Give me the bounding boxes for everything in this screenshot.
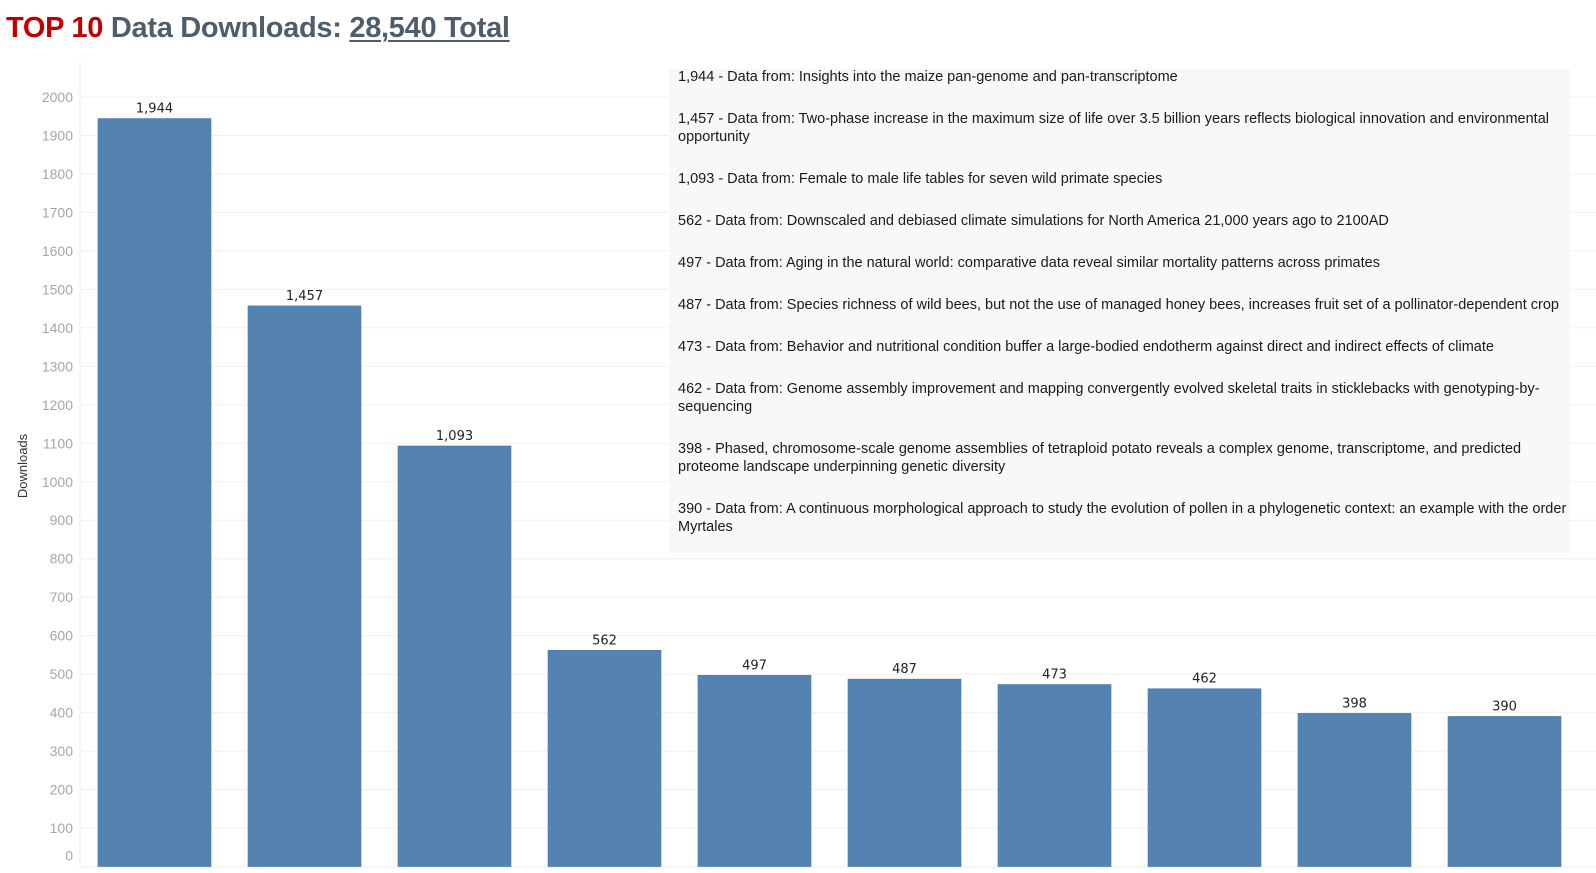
bars [97, 118, 1562, 867]
data-label-8: 462 [1192, 672, 1217, 687]
y-tick-label: 200 [50, 782, 74, 798]
note-item: 1,093 - Data from: Female to male life t… [678, 171, 1163, 187]
data-label-6: 487 [892, 662, 917, 677]
bar-4[interactable] [547, 649, 662, 867]
y-tick-label: 1000 [42, 474, 73, 490]
y-tick-label: 0 [65, 848, 73, 864]
y-tick-label: 1400 [42, 320, 73, 336]
data-label-2: 1,457 [286, 289, 323, 304]
note-item: 1,457 - Data from: Two-phase increase in… [678, 111, 1549, 145]
data-label-10: 390 [1492, 699, 1517, 714]
bar-10[interactable] [1447, 716, 1562, 867]
y-tick-label: 1200 [42, 397, 73, 413]
note-item: 562 - Data from: Downscaled and debiased… [678, 213, 1389, 229]
bar-7[interactable] [997, 684, 1112, 867]
data-label-9: 398 [1342, 696, 1367, 711]
y-tick-label: 800 [50, 551, 74, 567]
note-item: 497 - Data from: Aging in the natural wo… [678, 255, 1380, 271]
note-item: 398 - Phased, chromosome-scale genome as… [678, 441, 1522, 475]
data-label-5: 497 [742, 658, 767, 673]
data-label-1: 1,944 [136, 102, 173, 117]
y-tick-label: 700 [50, 589, 74, 605]
data-labels: 1,944 1,457 1,093 562 497 487 473 462 398 390 [136, 102, 1517, 715]
bar-5[interactable] [697, 674, 812, 867]
data-label-4: 562 [592, 633, 617, 648]
bar-6[interactable] [847, 678, 962, 867]
y-tick-label: 1800 [42, 166, 73, 182]
bar-1[interactable] [97, 118, 212, 867]
y-tick-label: 100 [50, 820, 74, 836]
y-tick-label: 1700 [42, 204, 73, 220]
title-main: Data Downloads: [110, 12, 342, 44]
note-item: 473 - Data from: Behavior and nutritiona… [678, 339, 1494, 355]
y-tick-label: 500 [50, 666, 74, 682]
notes-panel-background [669, 69, 1570, 553]
bar-3[interactable] [397, 445, 512, 867]
bar-9[interactable] [1297, 713, 1412, 867]
title-total-link[interactable]: 28,540 Total [349, 12, 510, 44]
dataset-notes-list: 1,944 - Data from: Insights into the mai… [678, 68, 1568, 560]
y-tick-label: 1100 [43, 435, 73, 451]
note-item: 462 - Data from: Genome assembly improve… [678, 381, 1540, 415]
note-item: 1,944 - Data from: Insights into the mai… [678, 69, 1178, 85]
data-label-7: 473 [1042, 668, 1067, 683]
bar-2[interactable] [247, 305, 362, 867]
bar-8[interactable] [1147, 688, 1262, 867]
y-axis-ticks: 0 100 200 300 400 500 600 700 800 900 1000 1100 1200… [42, 89, 73, 864]
y-tick-label: 1500 [42, 281, 73, 297]
y-tick-label: 600 [50, 628, 74, 644]
y-tick-label: 1300 [42, 358, 73, 374]
page-title: TOP 10 Data Downloads: 28,540 Total [6, 12, 510, 45]
y-tick-label: 1600 [42, 243, 73, 259]
y-tick-label: 400 [50, 705, 74, 721]
y-tick-label: 900 [50, 512, 74, 528]
note-item: 390 - Data from: A continuous morphologi… [678, 501, 1567, 535]
y-tick-label: 300 [50, 743, 74, 759]
y-axis-title: Downloads [15, 433, 30, 498]
data-label-3: 1,093 [436, 429, 473, 444]
title-top10: TOP 10 [6, 12, 104, 44]
y-tick-label: 1900 [42, 127, 73, 143]
note-item: 487 - Data from: Species richness of wil… [678, 297, 1559, 313]
y-tick-label: 2000 [42, 89, 73, 105]
